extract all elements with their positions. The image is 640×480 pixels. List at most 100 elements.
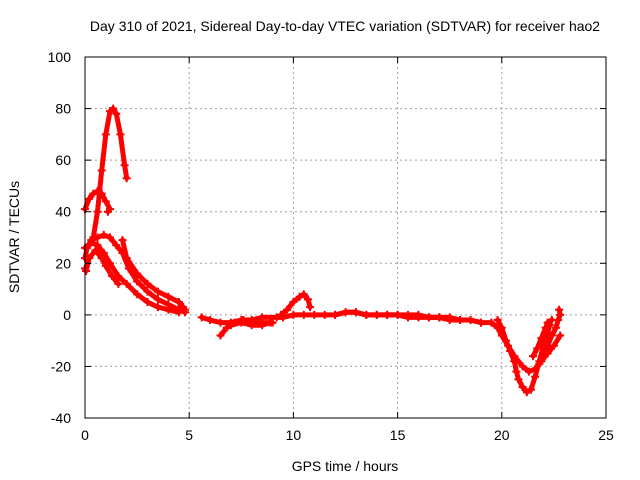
data-point	[310, 310, 319, 319]
x-tick-label: 10	[286, 427, 302, 443]
data-point	[341, 308, 350, 317]
data-point	[510, 357, 519, 366]
data-point	[89, 189, 98, 198]
data-point	[82, 267, 91, 276]
data-point	[487, 318, 496, 327]
data-point	[226, 321, 235, 330]
data-point	[91, 246, 100, 255]
data-point	[206, 316, 215, 325]
data-point	[435, 313, 444, 322]
data-point	[93, 241, 102, 250]
series-arc-7	[174, 297, 190, 314]
data-point	[518, 362, 527, 371]
data-point	[164, 305, 173, 314]
data-point	[518, 383, 527, 392]
data-point	[164, 292, 173, 301]
data-point	[101, 197, 110, 206]
data-point	[556, 310, 565, 319]
data-point	[93, 207, 102, 216]
data-point	[543, 341, 552, 350]
data-point	[445, 316, 454, 325]
data-point	[122, 174, 131, 183]
data-point	[93, 233, 102, 242]
data-point	[514, 375, 523, 384]
data-point	[299, 310, 308, 319]
data-point	[424, 313, 433, 322]
data-point	[87, 238, 96, 247]
data-point	[404, 310, 413, 319]
data-point	[526, 385, 535, 394]
data-point	[497, 323, 506, 332]
data-point	[524, 367, 533, 376]
data-point	[133, 269, 142, 278]
data-point	[118, 236, 127, 245]
data-point	[351, 308, 360, 317]
data-point	[101, 130, 110, 139]
data-point	[85, 254, 94, 263]
data-point	[120, 161, 129, 170]
data-point	[320, 310, 329, 319]
x-tick-label: 5	[185, 427, 193, 443]
data-point	[266, 318, 275, 327]
data-point	[529, 352, 538, 361]
data-point	[106, 259, 115, 268]
data-point	[466, 316, 475, 325]
y-tick-label: 0	[63, 307, 71, 323]
data-point	[237, 318, 246, 327]
x-axis-tick-labels: 0 5 10 15 20 25	[81, 427, 614, 443]
grid	[85, 57, 606, 418]
data-point	[414, 310, 423, 319]
data-point	[522, 388, 531, 397]
data-point	[153, 287, 162, 296]
data-point	[512, 367, 521, 376]
data-point	[306, 303, 315, 312]
data-trace	[90, 106, 130, 240]
data-point	[533, 344, 542, 353]
data-point	[278, 313, 287, 322]
x-tick-label: 25	[598, 427, 614, 443]
data-point	[501, 336, 510, 345]
data-point	[393, 310, 402, 319]
data-point	[506, 346, 515, 355]
data-point	[114, 279, 123, 288]
data-point	[99, 230, 108, 239]
data-point	[539, 352, 548, 361]
data-point	[289, 297, 298, 306]
data-point	[85, 194, 94, 203]
y-axis-tick-labels: -40 -20 0 20 40 60 80 100	[48, 49, 72, 426]
series-layer	[81, 104, 565, 397]
axis-ticks	[84, 56, 607, 419]
data-point	[222, 323, 231, 332]
data-point	[289, 310, 298, 319]
x-tick-label: 15	[390, 427, 406, 443]
data-point	[143, 297, 152, 306]
data-point	[283, 305, 292, 314]
data-point	[108, 272, 117, 281]
data-point	[133, 277, 142, 286]
series-arc-4	[81, 238, 183, 317]
y-tick-label: 40	[55, 204, 71, 220]
data-point	[537, 334, 546, 343]
series-arc-10	[226, 318, 275, 330]
data-point	[299, 290, 308, 299]
data-point	[456, 316, 465, 325]
series-arc-6	[118, 236, 187, 312]
data-point	[153, 303, 162, 312]
data-point	[555, 305, 564, 314]
data-point	[556, 331, 565, 340]
data-point	[97, 254, 106, 263]
data-point	[153, 295, 162, 304]
y-tick-label: -20	[51, 358, 71, 374]
data-point	[109, 104, 118, 113]
series-arc-15	[493, 316, 554, 397]
data-point	[554, 316, 563, 325]
data-point	[216, 331, 225, 340]
data-point	[295, 292, 304, 301]
y-tick-label: 80	[55, 101, 71, 117]
y-tick-label: -40	[51, 410, 71, 426]
data-point	[543, 318, 552, 327]
data-point	[551, 323, 560, 332]
series-arc-17	[535, 305, 565, 368]
data-point	[197, 313, 206, 322]
